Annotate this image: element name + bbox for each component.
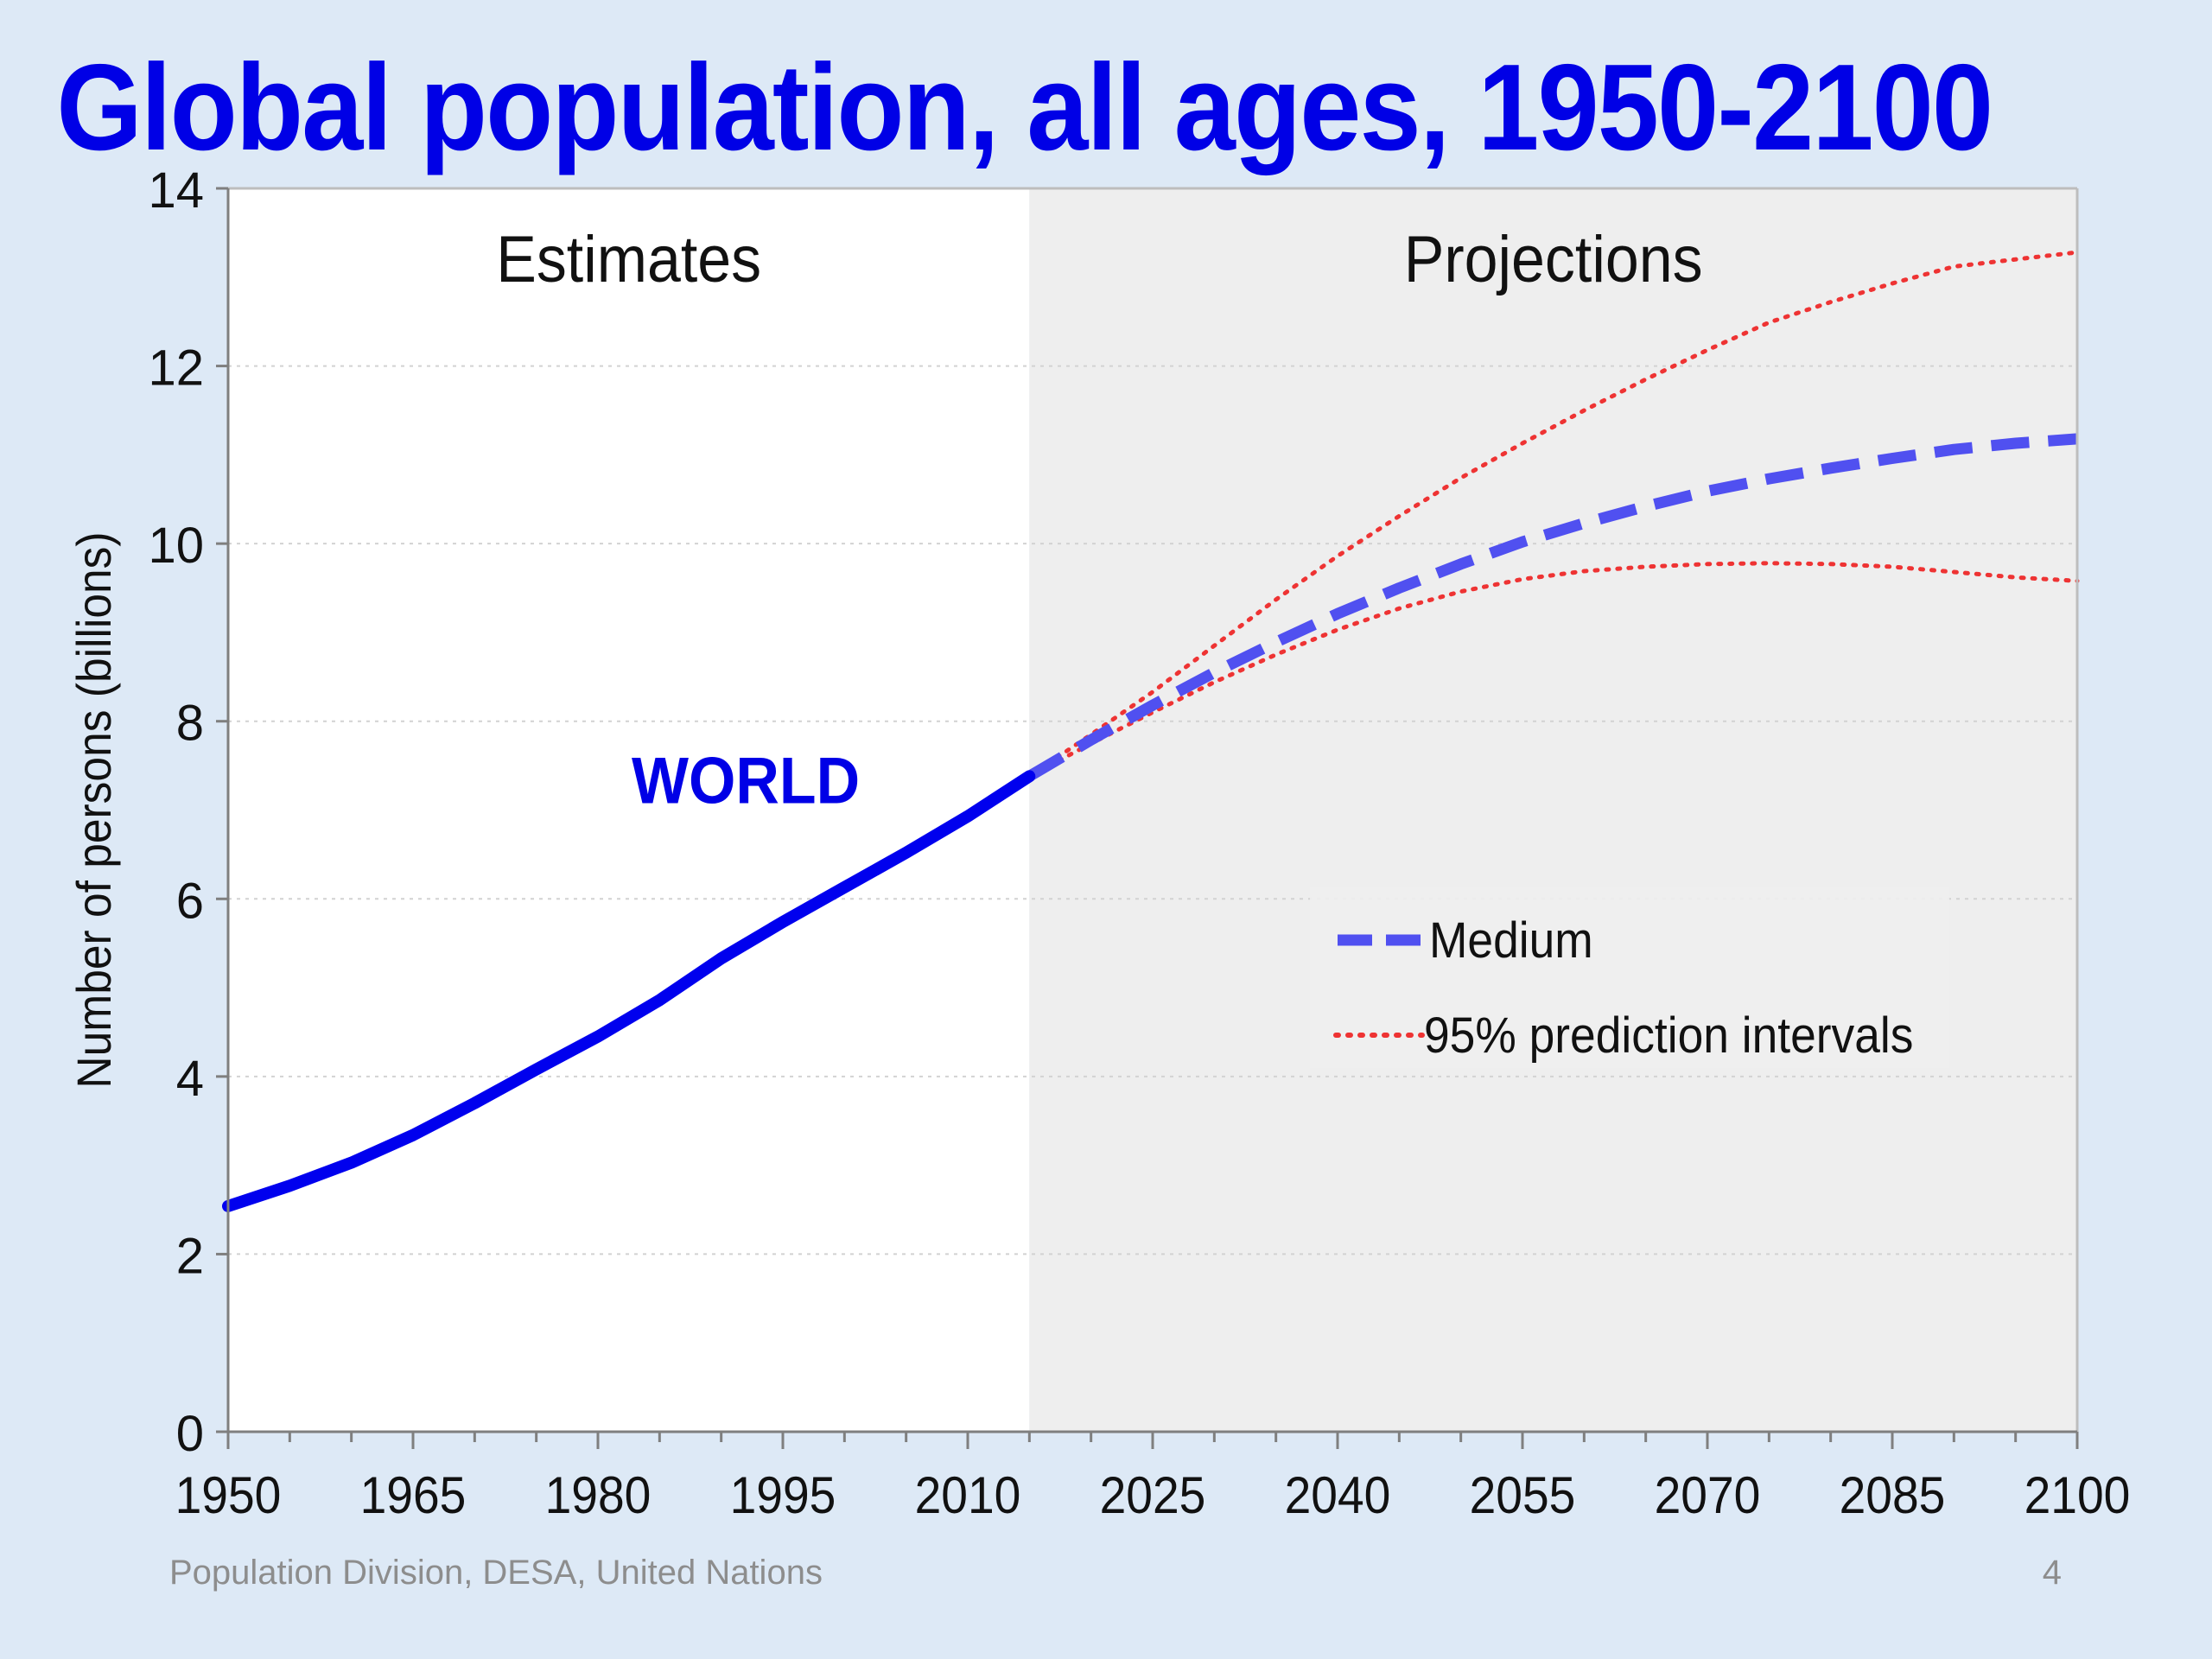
gridlines [228, 365, 2077, 1255]
legend-label-intervals: 95% prediction intervals [1424, 1007, 1913, 1064]
legend: Medium 95% prediction intervals [1310, 887, 1949, 1068]
footer-source: Population Division, DESA, United Nation… [169, 1554, 823, 1592]
x-tick-label-2010: 2010 [915, 1467, 1021, 1525]
y-tick-label-14: 14 [148, 162, 204, 219]
y-tick-label-10: 10 [148, 518, 204, 574]
region-panel-estimates [228, 188, 1030, 1432]
x-tick-label-2100: 2100 [2024, 1467, 2131, 1525]
legend-box [1310, 887, 1949, 1068]
x-tick-label-1995: 1995 [730, 1467, 836, 1525]
series-line-lower [1027, 561, 2080, 779]
axes: 0 2 4 6 8 10 12 14 1950 1965 1980 1995 2010 2025 2040 2… [148, 162, 2130, 1525]
y-axis-label: Number of persons (billions) [67, 531, 121, 1088]
y-tick-label-0: 0 [176, 1406, 204, 1462]
annotation-world: WORLD [632, 745, 860, 817]
x-tick-label-1950: 1950 [175, 1467, 282, 1525]
series-lines [222, 250, 2080, 1212]
legend-label-medium: Medium [1429, 912, 1593, 969]
slide-title: Global population, all ages, 1950-2100 [56, 39, 1993, 176]
y-tick-label-2: 2 [176, 1228, 204, 1284]
series-line-estimates [222, 770, 1036, 1212]
region-label-projections: Projections [1404, 223, 1703, 296]
chart-panels [228, 188, 2077, 1432]
x-tick-label-2070: 2070 [1655, 1467, 1761, 1525]
x-tick-label-1980: 1980 [545, 1467, 652, 1525]
region-panel-projections [1029, 188, 2077, 1432]
x-tick-label-2040: 2040 [1285, 1467, 1391, 1525]
x-tick-label-2055: 2055 [1470, 1467, 1576, 1525]
series-line-upper [1027, 250, 2080, 779]
page-number: 4 [2042, 1554, 2062, 1592]
region-label-estimates: Estimates [496, 223, 761, 296]
x-tick-label-1965: 1965 [360, 1467, 467, 1525]
series-line-medium [1026, 433, 2078, 781]
x-tick-label-2025: 2025 [1100, 1467, 1206, 1525]
chart-labels: Estimates Projections Number of persons (b… [67, 223, 1703, 1088]
y-tick-label-4: 4 [176, 1051, 204, 1107]
x-tick-label-2085: 2085 [1840, 1467, 1946, 1525]
y-tick-label-6: 6 [176, 873, 204, 929]
y-tick-label-12: 12 [148, 340, 204, 397]
y-tick-label-8: 8 [176, 696, 204, 752]
